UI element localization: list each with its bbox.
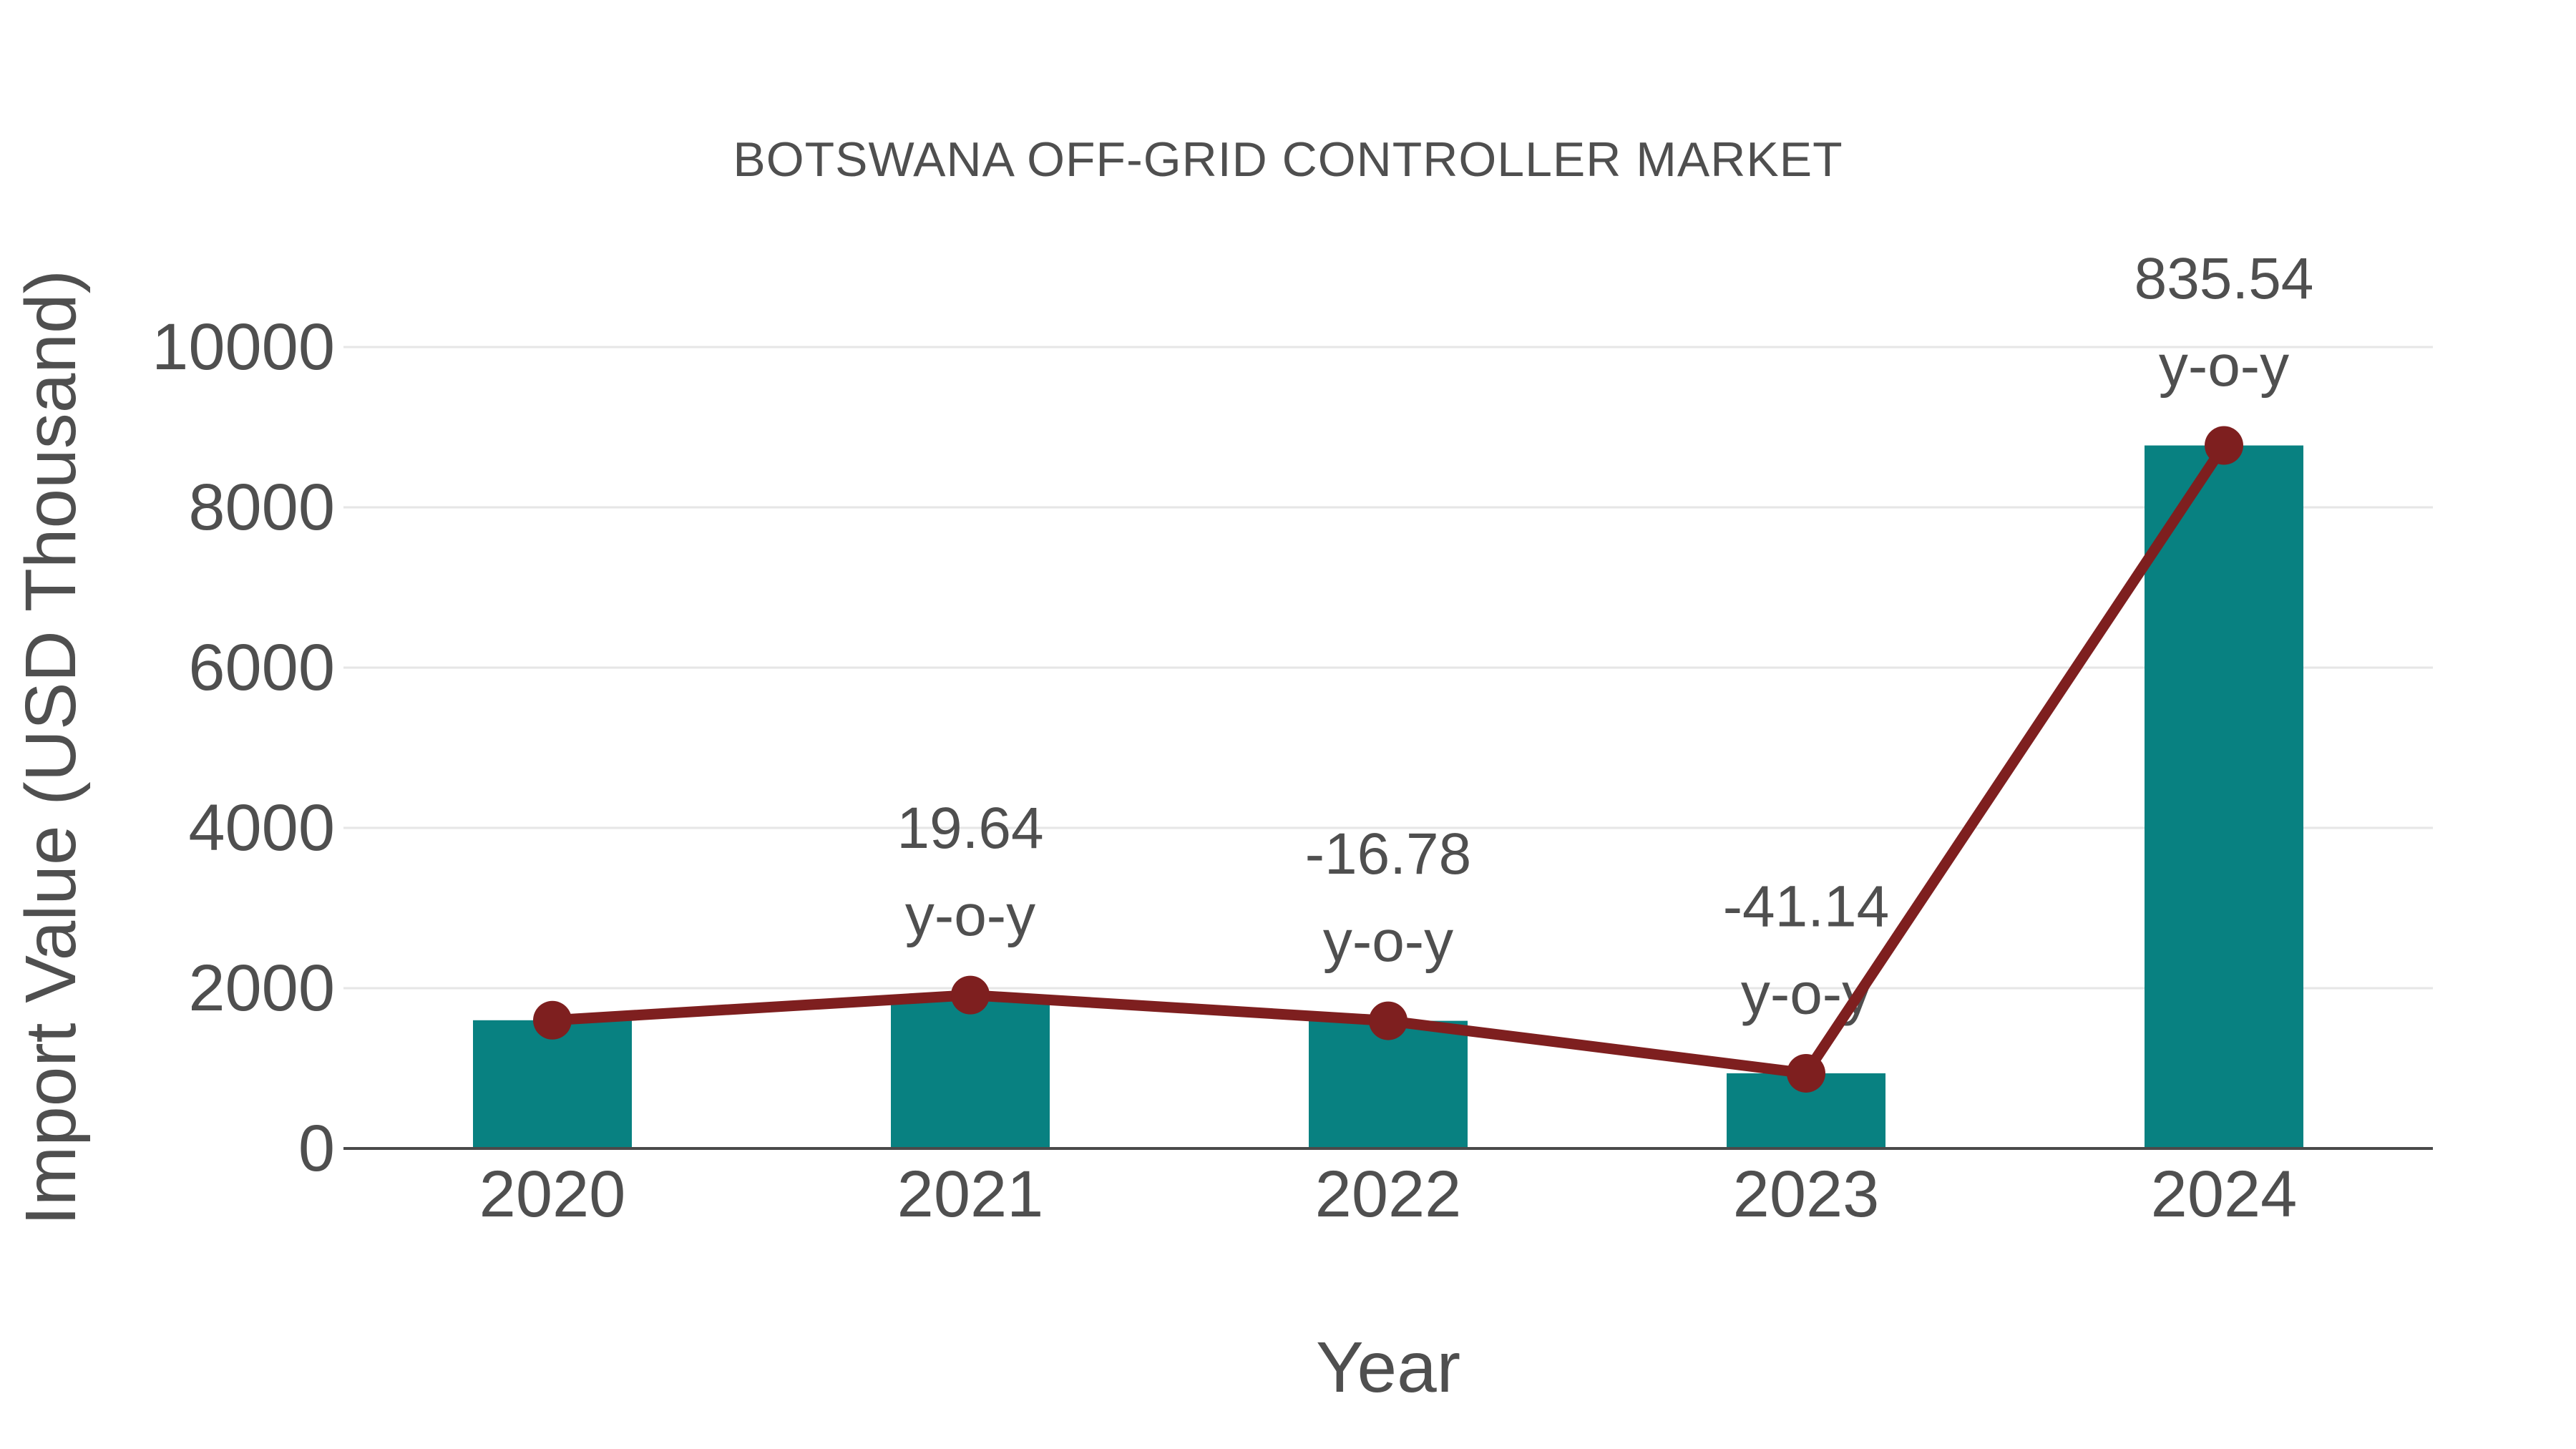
bar-series [473,445,2303,1148]
y-tick-0: 0 [298,1112,335,1185]
bar-2022 [1309,1020,1468,1148]
line-series [533,426,2243,1093]
marker-2021 [951,975,990,1015]
marker-2023 [1787,1053,1825,1093]
y-tick-6000: 6000 [188,631,335,704]
annotation-2022-value: -16.78 [1305,821,1472,887]
x-tick-2022: 2022 [1315,1158,1462,1231]
bar-2021 [891,995,1050,1148]
yoy-annotations: 19.64 y-o-y -16.78 y-o-y -41.14 y-o-y 835.54 y-… [897,246,2313,1026]
tick-labels: 0 2000 4000 6000 8000 10000 2020 2021 2022 2023 20… [152,311,2297,1231]
y-tick-4000: 4000 [188,791,335,864]
bar-2024 [2145,445,2303,1148]
annotation-2023-value: -41.14 [1723,874,1890,939]
x-tick-2024: 2024 [2151,1158,2298,1231]
y-axis-title: Import Value (USD Thousand) [11,270,91,1226]
trend-line [552,442,2229,1079]
y-tick-10000: 10000 [152,311,335,384]
annotation-2024-value: 835.54 [2135,246,2314,311]
x-axis-title: Year [1316,1327,1460,1407]
annotation-2021-value: 19.64 [897,796,1043,861]
x-tick-2023: 2023 [1733,1158,1880,1231]
annotation-2022-yoy: y-o-y [1323,909,1453,974]
annotation-2021-yoy: y-o-y [905,883,1035,948]
annotation-2024-yoy: y-o-y [2159,333,2289,399]
marker-2020 [533,1000,572,1040]
bar-2020 [473,1020,632,1148]
chart-title: BOTSWANA OFF-GRID CONTROLLER MARKET [733,132,1843,187]
x-tick-2021: 2021 [897,1158,1044,1231]
y-tick-2000: 2000 [188,952,335,1025]
y-tick-8000: 8000 [188,471,335,544]
marker-2022 [1369,1001,1407,1040]
x-tick-2020: 2020 [479,1158,626,1231]
marker-2024 [2205,426,2243,465]
gridlines [343,346,2433,990]
annotation-2023-yoy: y-o-y [1741,961,1871,1026]
